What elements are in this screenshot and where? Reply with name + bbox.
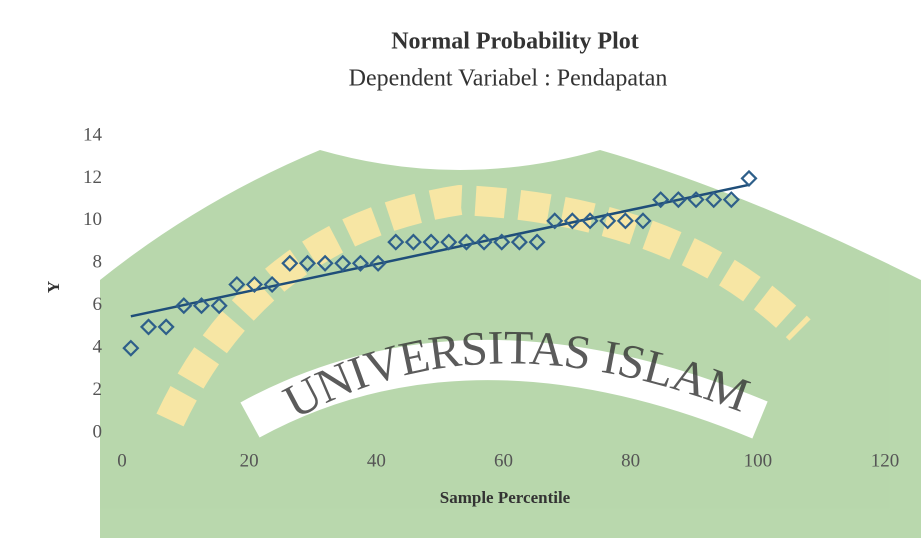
x-tick-label: 20 (240, 450, 259, 471)
chart-title: Normal Probability Plot (391, 29, 639, 55)
x-tick-label: 100 (744, 450, 773, 471)
x-axis-label: Sample Percentile (440, 488, 571, 507)
y-tick-label: 14 (83, 124, 103, 145)
x-tick-label: 120 (871, 450, 900, 471)
y-tick-label: 8 (93, 252, 103, 273)
x-tick-label: 0 (117, 450, 127, 471)
y-tick-label: 2 (93, 379, 103, 400)
chart-subtitle: Dependent Variabel : Pendapatan (349, 66, 668, 92)
x-tick-label: 40 (367, 450, 386, 471)
y-tick-label: 6 (93, 294, 103, 315)
x-tick-label: 80 (621, 450, 640, 471)
y-tick-label: 10 (83, 209, 102, 230)
y-tick-label: 4 (93, 337, 103, 358)
data-point (742, 171, 756, 185)
x-tick-label: 60 (494, 450, 513, 471)
y-axis-label: Y (44, 281, 63, 293)
y-tick-label: 12 (83, 167, 102, 188)
y-tick-label: 0 (93, 421, 103, 442)
chart: UNIVERSITAS ISLAM RIAU Normal Probabilit… (0, 0, 921, 538)
